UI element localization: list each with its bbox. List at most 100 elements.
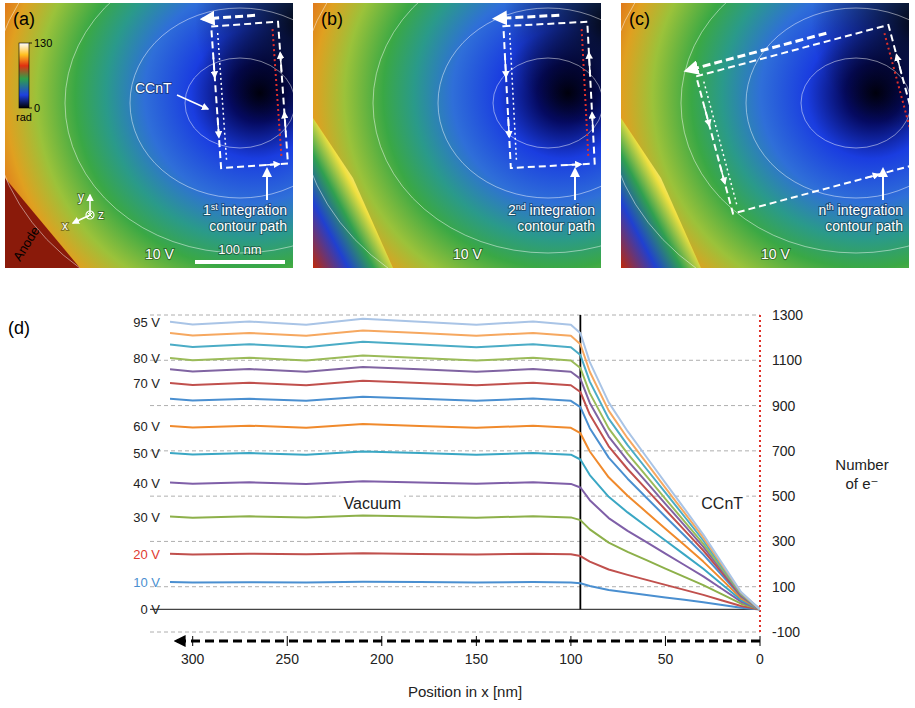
reference-line [884,33,909,157]
tube-arrow [177,95,208,109]
phase-background [5,3,293,268]
path-arrow [218,117,219,137]
contour-outline [503,22,594,168]
axis-arrow [73,215,90,223]
x-tick-label: 100 [559,651,583,667]
contour-inner-edge [510,33,517,161]
series-line [170,367,760,610]
contour-inner-edge [218,33,227,161]
path-arrow [567,164,581,166]
path-arrow [865,174,879,178]
label-part: integration [218,202,287,218]
colorbar-tick-label: 0 [34,102,40,114]
contour-line [438,8,601,198]
direction-arrow [686,33,826,71]
series-line [170,342,760,610]
path-label: nth integration [818,202,903,218]
x-tick-label: 200 [370,651,394,667]
colorbar-label: rad [16,111,32,123]
region-label: Vacuum [344,495,402,512]
integration-path [203,14,288,169]
x-tick [381,636,382,646]
x-tick-label: 250 [276,651,300,667]
dark-core [5,3,293,268]
path-label: contour path [209,218,287,234]
reference-line [273,29,282,157]
ordinal: 1 [203,202,211,218]
y-axis-title: Number [835,456,888,473]
series-line [170,319,760,610]
x-tick [570,636,571,646]
level-label: 0 V [140,602,160,617]
axis-name: y [78,190,84,204]
x-tick [665,636,666,646]
integration-path [686,17,909,215]
series-line [170,452,760,610]
dark-core [621,3,909,268]
y-tick-label: 900 [772,398,796,414]
ordinal: 2 [508,202,516,218]
path-label: contour path [825,218,903,234]
series-line [170,397,760,610]
contour-line [621,3,909,268]
level-label: 70 V [133,376,160,391]
y-tick-label: 700 [772,443,796,459]
level-label: 30 V [133,510,160,525]
axis-arrow [89,195,91,215]
y-axis-title: of e⁻ [846,475,879,492]
path-arrow [508,117,509,137]
y-tick-label: 300 [772,533,796,549]
panel-letter: (c) [629,9,650,29]
anode-label: Anode [10,224,43,264]
y-tick-label: 1100 [772,352,802,368]
label-part: integration [834,202,903,218]
phase-wrap [313,118,393,268]
scale-bar [195,260,285,264]
grid-line [150,405,760,406]
chart: (d)-100100300500700900110013003002502001… [8,307,889,700]
x-axis-title: Position in x [nm] [408,683,522,700]
phase-map [313,3,601,268]
series-line [170,330,760,609]
panel-letter: (d) [8,318,30,338]
x-tick [476,636,477,646]
x-tick-label: 300 [181,651,205,667]
series-line [170,356,760,610]
series-line [170,516,760,610]
ordinal-suffix: th [826,202,834,212]
axis-z-symbol [87,212,93,218]
y-tick-label: 500 [772,488,796,504]
anode [5,178,80,268]
grid-line [150,632,760,633]
contour-line [130,8,293,198]
x-tick-label: 50 [658,651,674,667]
phase-map [621,3,909,268]
path-label: 2nd integration [508,202,595,218]
contour-line [65,3,293,253]
phase-background [621,3,909,268]
ordinal-suffix: nd [516,202,526,212]
contour-outline [696,25,909,214]
y-tick-label: -100 [772,624,800,640]
scale-bar-label: 100 nm [218,242,261,257]
level-label: 40 V [133,476,160,491]
voltage-label: 10 V [453,246,482,262]
tube-label: CCnT [135,80,172,96]
path-arrow [280,53,281,73]
path-arrow [284,113,285,133]
phase-map [5,3,293,268]
level-label: 50 V [133,446,160,461]
reference-line [582,29,589,157]
path-arrow [589,53,590,73]
panel-letter: (b) [321,9,343,29]
label-arrow [574,169,576,200]
y-axis-line [759,315,761,632]
contour-line [746,8,909,198]
colorbar-tick [29,43,32,44]
level-label: 60 V [133,419,160,434]
plot-area [170,315,760,609]
ordinal: n [818,202,826,218]
figure: (a)10 V1st integrationcontour pathCCnTAn… [0,0,915,708]
colorbar-tick [29,108,32,109]
label-patch [341,494,405,513]
